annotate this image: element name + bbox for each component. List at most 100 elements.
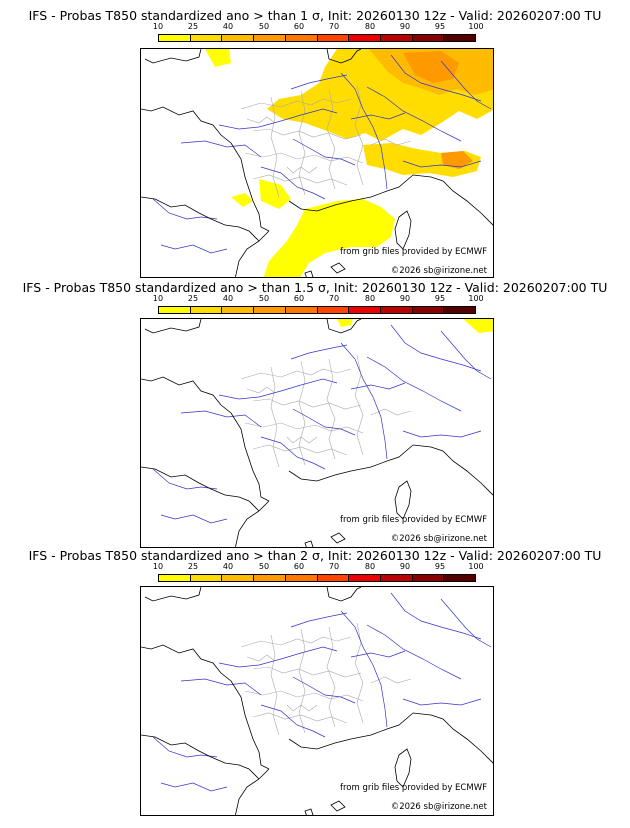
admin-border: [246, 654, 276, 662]
coastline: [304, 540, 314, 547]
river: [290, 612, 348, 628]
admin-border: [240, 98, 352, 110]
admin-border: [244, 422, 364, 434]
credit-source: from grib files provided by ECMWF: [340, 247, 487, 257]
river: [160, 514, 228, 524]
river: [260, 704, 326, 738]
scale-swatch: [190, 575, 223, 581]
river: [340, 72, 388, 190]
scale-label: 60: [293, 562, 305, 571]
coastline: [304, 808, 314, 815]
scale-label: 90: [399, 294, 411, 303]
panel-2: IFS - Probas T850 standardized ano > tha…: [0, 280, 630, 556]
scale-swatch: [444, 575, 476, 581]
admin-border: [246, 386, 276, 394]
admin-border: [252, 712, 348, 724]
scale-label: 100: [468, 22, 484, 31]
scale-swatch: [159, 307, 191, 313]
river: [440, 330, 492, 380]
scale-swatch: [412, 307, 445, 313]
scale-label: 10: [152, 294, 164, 303]
credit-source: from grib files provided by ECMWF: [340, 515, 487, 525]
coastlines: [141, 587, 493, 815]
admin-border: [370, 138, 412, 146]
probability-area: [463, 319, 493, 333]
scale-label: 60: [293, 294, 305, 303]
coastline: [288, 712, 414, 750]
scale-swatch: [412, 575, 445, 581]
rivers: [152, 324, 492, 524]
scale-label: 10: [152, 562, 164, 571]
scale-label: 90: [399, 562, 411, 571]
coastline: [330, 262, 346, 274]
river: [152, 736, 218, 758]
coastline: [326, 49, 362, 64]
admin-border: [354, 354, 364, 456]
scale-label: 40: [222, 562, 234, 571]
color-scale: 10 25 40 50 60 70 80 90 95 100: [153, 294, 484, 316]
admin-border: [244, 152, 364, 164]
coastline: [412, 444, 493, 496]
admin-border: [244, 690, 364, 702]
panel-1: IFS - Probas T850 standardized ano > tha…: [0, 8, 630, 284]
river: [160, 244, 228, 254]
coastline: [304, 270, 314, 277]
color-scale: 10 25 40 50 60 70 80 90 95 100: [153, 22, 484, 44]
coastline: [144, 319, 202, 334]
scale-label: 80: [364, 294, 376, 303]
admin-border: [286, 436, 318, 444]
river: [152, 198, 218, 220]
scale-swatch: [317, 307, 350, 313]
river: [290, 344, 348, 360]
river: [402, 160, 482, 168]
scale-label: 100: [468, 562, 484, 571]
credit-copyright: ©2026 sb@irizone.net: [390, 266, 487, 276]
admin-borders: [240, 354, 412, 468]
scale-label: 60: [293, 22, 305, 31]
scale-swatch: [380, 35, 413, 41]
admin-border: [298, 628, 306, 734]
admin-border: [354, 622, 364, 724]
probability-field: [205, 49, 493, 277]
scale-label: 25: [187, 562, 199, 571]
coastline: [394, 210, 412, 250]
admin-border: [298, 360, 306, 466]
scale-label: 25: [187, 294, 199, 303]
probability-area: [403, 51, 459, 83]
admin-border: [270, 96, 280, 198]
credit-copyright: ©2026 sb@irizone.net: [390, 534, 487, 544]
river: [402, 698, 482, 706]
scale-label: 70: [328, 22, 340, 31]
probability-area: [337, 319, 353, 327]
scale-swatch: [222, 307, 255, 313]
admin-border: [298, 90, 306, 196]
coastline: [330, 800, 346, 812]
map-svg: [141, 587, 493, 815]
scale-bar: [158, 306, 476, 314]
river: [218, 108, 338, 130]
river: [402, 430, 482, 438]
river: [218, 378, 338, 400]
rivers: [152, 54, 492, 254]
coastline: [144, 587, 202, 602]
river: [340, 342, 388, 460]
coastline: [394, 480, 412, 520]
scale-label: 50: [258, 562, 270, 571]
scale-swatch: [349, 35, 381, 41]
probability-area: [259, 179, 291, 209]
scale-label: 10: [152, 22, 164, 31]
admin-border: [326, 358, 336, 460]
river: [350, 112, 406, 120]
river: [180, 410, 262, 428]
river: [152, 468, 218, 490]
map-area: from grib files provided by ECMWF ©2026 …: [140, 48, 494, 278]
admin-border: [252, 128, 362, 140]
scale-swatch: [254, 575, 286, 581]
admin-border: [252, 444, 348, 456]
river: [390, 324, 482, 372]
admin-border: [286, 166, 318, 174]
scale-swatch: [285, 575, 318, 581]
coastlines: [141, 319, 493, 547]
probability-area: [263, 199, 395, 277]
coastline: [141, 734, 260, 780]
